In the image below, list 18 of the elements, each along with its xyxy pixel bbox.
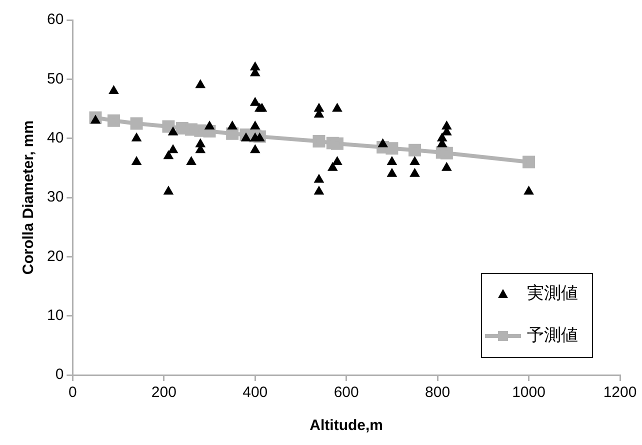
y-axis-title: Corolla Diameter, mm	[20, 120, 38, 275]
x-tick-label: 1000	[512, 384, 546, 402]
y-tick-label: 50	[46, 70, 64, 88]
y-tick-label: 40	[46, 129, 64, 146]
legend-label: 予測値	[527, 326, 578, 345]
legend-label: 実測値	[527, 284, 578, 303]
x-tick-label: 400	[242, 384, 268, 402]
x-tick-label: 200	[151, 384, 176, 402]
y-tick-label: 30	[46, 188, 64, 206]
x-tick-label: 1200	[603, 384, 637, 402]
x-tick-label: 800	[425, 384, 450, 402]
y-tick-label: 10	[46, 306, 64, 324]
x-tick-label: 600	[334, 384, 359, 402]
y-tick-label: 60	[46, 11, 64, 28]
y-tick-label: 0	[55, 366, 64, 384]
x-tick-label: 0	[68, 384, 77, 402]
y-tick-label: 20	[46, 248, 64, 265]
x-axis-title: Altitude,m	[310, 417, 384, 434]
